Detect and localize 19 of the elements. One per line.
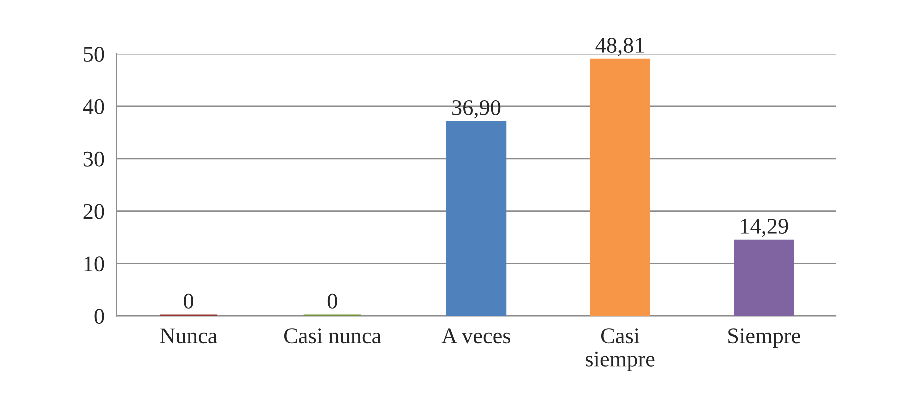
x-tick-label: Casi nunca <box>284 328 382 344</box>
data-label: 48,81 <box>596 38 644 56</box>
x-tick-label: Casi siempre <box>586 328 655 372</box>
bar <box>590 58 650 316</box>
data-label: 14,29 <box>741 219 788 238</box>
y-tick-label: 0 <box>94 309 104 324</box>
y-tick-label: 10 <box>84 256 104 272</box>
y-tick-label: 20 <box>84 204 104 220</box>
y-tick-label: 50 <box>84 47 104 62</box>
bar <box>734 240 794 316</box>
y-tick-label: 30 <box>84 152 104 167</box>
data-label: 0 <box>184 294 194 309</box>
x-tick-label: A veces <box>442 328 511 344</box>
data-label: 0 <box>328 294 338 309</box>
x-tick-label: Siempre <box>728 328 800 348</box>
data-label: 36,90 <box>452 100 501 119</box>
bar <box>446 121 507 316</box>
x-tick-label: Nunca <box>160 328 218 344</box>
y-tick-label: 40 <box>83 99 104 114</box>
